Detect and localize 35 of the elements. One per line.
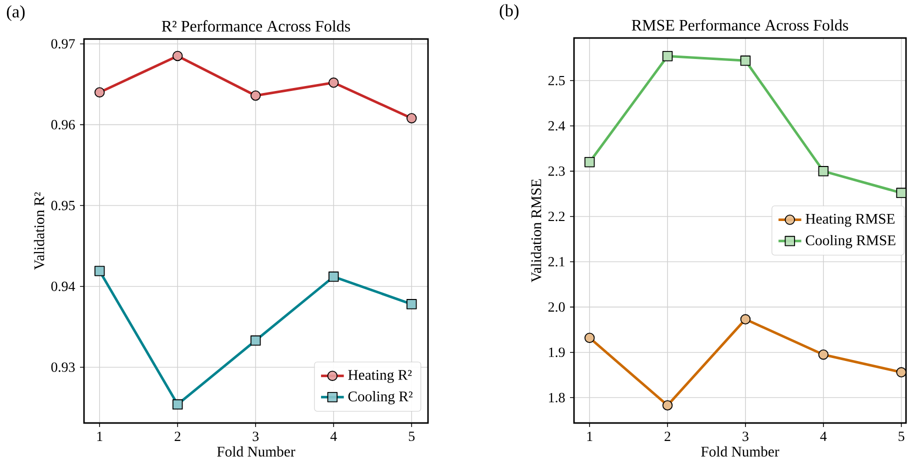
x-tick-label: 5 [408, 432, 415, 442]
y-tick-label: 0.95 [51, 200, 75, 210]
chart-title: R² Performance Across Folds [162, 20, 350, 32]
x-tick-label: 1 [587, 432, 592, 441]
text: (b) [500, 4, 518, 20]
legend-label: Cooling R² [348, 391, 413, 404]
y-tick-label: 2.0 [548, 302, 565, 312]
x-tick-label: 1 [97, 432, 102, 441]
x-tick-label: 2 [664, 432, 670, 441]
text: (a) [6, 5, 25, 22]
x-tick-label: 2 [174, 432, 180, 441]
y-axis-title: Validation RMSE [530, 179, 542, 282]
y-tick-label: 2.2 [548, 212, 565, 222]
y-tick-label: 2.1 [548, 257, 564, 266]
legend-label: Heating R² [348, 370, 412, 383]
legend-label: Heating RMSE [806, 214, 895, 227]
x-tick-label: 3 [742, 432, 748, 442]
y-tick-label: 0.96 [51, 120, 75, 130]
x-axis-title: Fold Number [217, 446, 296, 457]
x-tick-label: 4 [330, 432, 337, 441]
y-tick-label: 2.3 [548, 166, 565, 176]
x-tick-label: 5 [898, 432, 904, 442]
legend-label: Cooling RMSE [806, 234, 896, 248]
x-tick-label: 3 [252, 432, 259, 442]
y-tick-label: 1.9 [549, 348, 565, 358]
x-axis-title: Fold Number [701, 446, 780, 457]
y-tick-label: 1.8 [549, 392, 565, 402]
y-tick-label: 0.94 [51, 282, 76, 292]
x-tick-label: 4 [820, 432, 827, 441]
y-tick-label: 2.5 [548, 76, 565, 86]
y-tick-label: 0.97 [51, 39, 75, 49]
y-axis-title: Validation R² [34, 192, 44, 270]
y-tick-label: 0.93 [51, 362, 75, 372]
y-tick-label: 2.4 [548, 121, 566, 131]
chart-title: RMSE Performance Across Folds [632, 19, 848, 31]
